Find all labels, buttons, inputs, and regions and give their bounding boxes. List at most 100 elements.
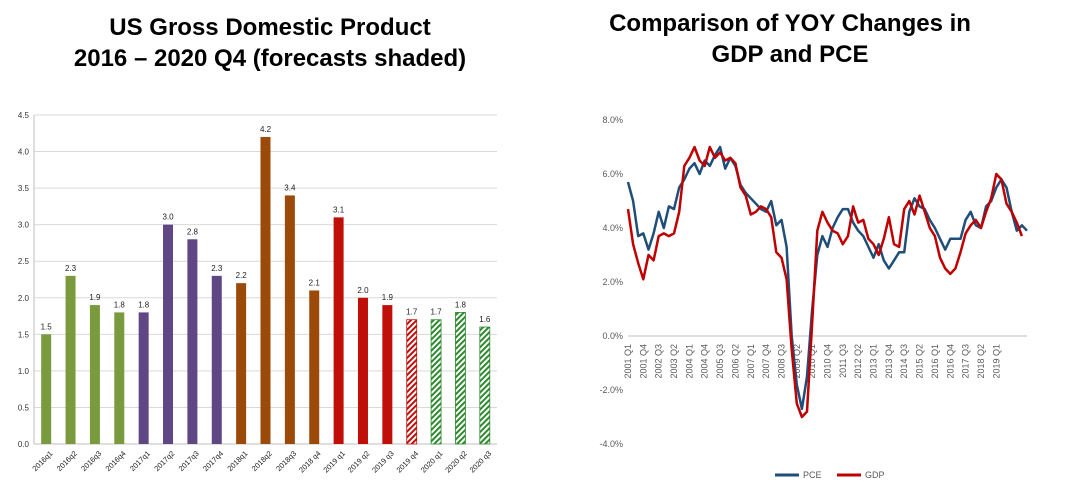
x-category-label: 2020 q2 — [443, 449, 469, 475]
x-tick-label: 2004 Q1 — [684, 344, 694, 379]
x-category-label: 2019 q2 — [346, 449, 372, 475]
y-tick-label: 2.0 — [18, 294, 30, 303]
x-category-label: 2020 q3 — [468, 449, 494, 475]
bar-value-label: 1.7 — [406, 308, 418, 317]
bar-value-label: 1.8 — [455, 300, 467, 309]
x-tick-label: 2007 Q1 — [746, 344, 756, 379]
gdp-bar — [114, 312, 125, 444]
gdp-bar — [65, 275, 76, 444]
y-tick-label: -4.0% — [599, 439, 623, 449]
gdp-bar — [382, 305, 393, 444]
y-tick-label: 8.0% — [602, 115, 623, 125]
x-tick-label: 2014 Q3 — [899, 344, 909, 379]
bar-value-label: 2.3 — [65, 264, 77, 273]
x-tick-label: 2013 Q4 — [884, 344, 894, 379]
gdp-bar-chart-panel: US Gross Domestic Product 2016 – 2020 Q4… — [0, 12, 540, 475]
bar-value-label: 1.6 — [479, 315, 491, 324]
x-tick-label: 2004 Q4 — [700, 344, 710, 379]
x-tick-label: 2001 Q4 — [638, 344, 648, 379]
bar-value-label: 1.8 — [114, 300, 126, 309]
bar-value-label: 3.0 — [162, 213, 174, 222]
x-tick-label: 2010 Q4 — [823, 344, 833, 379]
yoy-line-chart-panel: Comparison of YOY Changes in GDP and PCE… — [560, 0, 1069, 496]
x-category-label: 2018q1 — [225, 449, 249, 473]
bar-value-label: 2.1 — [309, 278, 321, 287]
y-tick-label: 3.5 — [18, 184, 30, 193]
gdp-bar — [236, 283, 247, 444]
y-tick-label: 1.5 — [18, 330, 30, 339]
y-tick-label: 2.5 — [18, 257, 30, 266]
x-tick-label: 2010 Q1 — [807, 344, 817, 379]
bar-value-label: 1.9 — [89, 293, 101, 302]
gdp-bar — [333, 217, 344, 444]
legend-label-pce: PCE — [803, 470, 822, 480]
x-tick-label: 2008 Q3 — [776, 344, 786, 379]
gdp-bar — [260, 136, 271, 444]
gdp-bar — [284, 195, 295, 444]
gdp-bar — [163, 224, 174, 444]
x-tick-label: 2009 Q2 — [792, 344, 802, 379]
yoy-line-chart: 8.0% 6.0% 4.0% 2.0% 0.0% -2.0% -4.0% 2001 Q1 200… — [599, 115, 1028, 480]
forecast-bar — [430, 319, 442, 445]
x-category-label: 2018q2 — [250, 449, 274, 473]
gdp-bar-chart: 0.00.51.01.52.02.53.03.54.04.51.52016q12… — [18, 111, 497, 475]
bar-value-label: 4.2 — [260, 125, 272, 134]
bar-value-label: 2.2 — [236, 271, 248, 280]
x-category-label: 2017q1 — [128, 449, 152, 473]
forecast-bar — [455, 311, 466, 445]
x-tick-label: 2001 Q1 — [623, 344, 633, 379]
y-tick-label: 4.0% — [602, 223, 623, 233]
x-category-label: 2016q2 — [55, 449, 79, 473]
yoy-chart-title-line2: GDP and PCE — [711, 41, 869, 68]
x-category-label: 2017q3 — [177, 449, 201, 473]
y-tick-label: 4.5 — [18, 111, 30, 120]
x-tick-label: 2012 Q2 — [853, 344, 863, 379]
gdp-bar — [187, 239, 198, 444]
series-line-gdp — [626, 145, 1024, 419]
x-tick-label: 2016 Q4 — [945, 344, 955, 379]
x-category-label: 2016q4 — [104, 449, 128, 473]
gdp-bar — [41, 334, 52, 444]
bar-value-label: 1.9 — [382, 293, 394, 302]
y-tick-label: 0.0% — [602, 331, 623, 341]
x-tick-label: 2005 Q3 — [715, 344, 725, 379]
legend-label-gdp: GDP — [865, 470, 885, 480]
gdp-chart-title-line2: 2016 – 2020 Q4 (forecasts shaded) — [73, 45, 467, 72]
bar-value-label: 3.4 — [284, 183, 296, 192]
x-category-label: 2019 q4 — [395, 449, 421, 475]
x-category-label: 2018 q4 — [297, 449, 323, 475]
forecast-bar — [479, 326, 491, 445]
gdp-bar — [211, 275, 222, 444]
bar-value-label: 1.5 — [41, 322, 53, 331]
x-tick-label: 2013 Q1 — [869, 344, 879, 379]
x-category-label: 2017q4 — [201, 449, 225, 473]
y-tick-label: 2.0% — [602, 277, 623, 287]
x-category-label: 2016q3 — [79, 449, 103, 473]
x-category-label: 2019 q3 — [370, 449, 396, 475]
x-category-label: 2020 q1 — [419, 449, 445, 475]
bar-value-label: 2.3 — [211, 264, 223, 273]
x-tick-label: 2006 Q2 — [730, 344, 740, 379]
bar-value-label: 3.1 — [333, 205, 345, 214]
x-tick-label: 2002 Q3 — [654, 344, 664, 379]
bar-value-label: 1.8 — [138, 300, 150, 309]
y-tick-label: 6.0% — [602, 169, 623, 179]
forecast-bar — [406, 319, 418, 445]
series-line-pce — [626, 145, 1028, 411]
bar-value-label: 1.7 — [431, 308, 443, 317]
yoy-chart-title-line1: Comparison of YOY Changes in — [609, 10, 971, 37]
y-tick-label: -2.0% — [599, 385, 623, 395]
x-tick-label: 2017 Q3 — [961, 344, 971, 379]
y-tick-label: 3.0 — [18, 221, 30, 230]
x-tick-label: 2007 Q4 — [761, 344, 771, 379]
x-tick-label: 2015 Q2 — [915, 344, 925, 379]
x-tick-label: 2011 Q3 — [838, 344, 848, 378]
x-category-label: 2019 q1 — [321, 449, 347, 475]
x-tick-label: 2018 Q2 — [976, 344, 986, 379]
y-tick-label: 4.0 — [18, 148, 30, 157]
x-category-label: 2017q2 — [152, 449, 176, 473]
gdp-bar — [89, 305, 100, 444]
bar-value-label: 2.8 — [187, 227, 199, 236]
y-tick-label: 0.0 — [18, 440, 30, 449]
gdp-chart-title: US Gross Domestic Product 2016 – 2020 Q4… — [0, 12, 540, 74]
